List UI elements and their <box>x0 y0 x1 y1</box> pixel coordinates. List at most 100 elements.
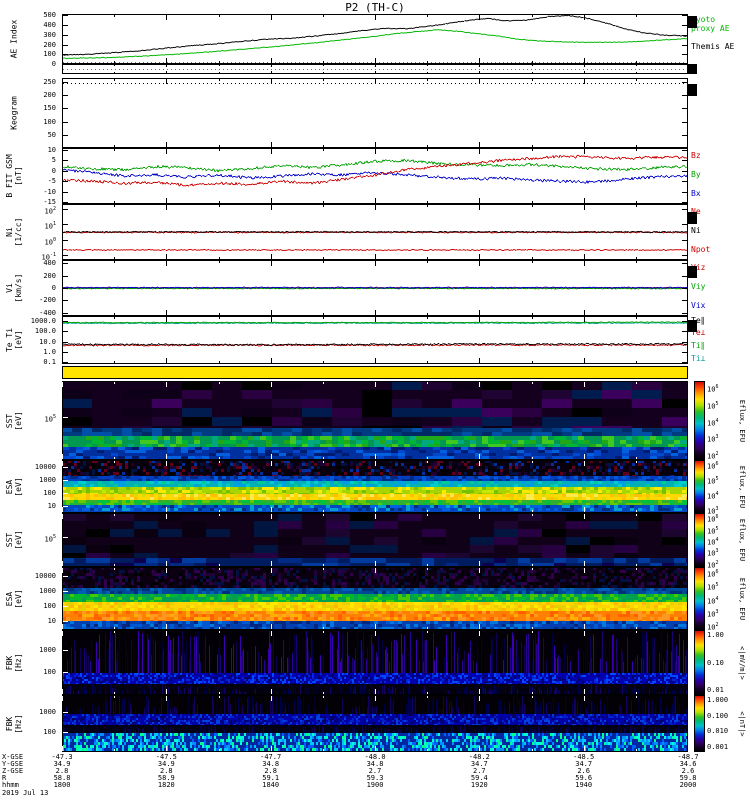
sst-electron-canvas <box>62 513 688 567</box>
fbk-b-cb-tick: 0.100 <box>707 711 729 720</box>
time-tick: 1920 <box>470 781 488 789</box>
ae-canvas <box>62 14 688 64</box>
sst-ion-ytick: 105 <box>44 413 56 423</box>
esa-ion-cb-tick: 106 <box>707 461 719 471</box>
velocity-legend-viy: Viy <box>691 282 706 291</box>
sst-ion-cb-tick: 102 <box>707 450 719 460</box>
bottom-value: -47.5 <box>155 753 177 761</box>
bfit-ytick: 5 <box>51 156 56 165</box>
temperature-ytick: 100.0 <box>34 327 56 336</box>
temperature-ytick: 1000.0 <box>30 316 56 325</box>
velocity-legend-vix: Vix <box>691 301 706 310</box>
sst-ion-cb-tick: 106 <box>707 384 719 394</box>
esa-electron-cb-tick: 104 <box>707 595 719 605</box>
fbk-e-ytick: 100 <box>43 668 56 677</box>
time-tick: 1940 <box>575 781 593 789</box>
bottom-value: 58.8 <box>53 774 71 782</box>
bottom-value: -47.7 <box>260 753 282 761</box>
ae-legend-kyoto: Kyoto <box>691 15 716 24</box>
fbk-b-axis-label: FBK [Hz] <box>5 713 23 734</box>
velocity-canvas <box>62 260 688 316</box>
bfit-ytick: 0 <box>51 166 56 175</box>
density-ytick: 100 <box>44 236 56 247</box>
velocity-ytick: 200 <box>43 271 56 280</box>
esa-electron-cb-tick: 103 <box>707 608 719 619</box>
fbk-e-ytick: 1000 <box>39 645 56 654</box>
sst-electron-axis-label: SST [eV] <box>5 530 23 550</box>
bottom-value: -48.5 <box>573 753 595 761</box>
keogram-ytick: 150 <box>43 104 56 113</box>
temperature-legend-te: Te⊥ <box>691 328 706 337</box>
bottom-value: 34.8 <box>366 760 384 768</box>
fbk-e-cb-tick: 0.01 <box>707 685 724 694</box>
ae-legend-themisae: Themis AE <box>691 42 735 51</box>
temperature-ytick: 1.0 <box>43 348 56 357</box>
esa-electron-ytick: 10000 <box>34 571 56 580</box>
bottom-value: 2.7 <box>473 767 486 775</box>
bottom-value: 59.8 <box>679 774 697 782</box>
bottom-value: 58.9 <box>157 774 175 782</box>
keogram-axis-label: Keogram <box>9 96 19 130</box>
time-tick: 2000 <box>679 781 697 789</box>
density-legend-ni: Ni <box>691 226 701 235</box>
ae-ytick: 300 <box>43 30 56 39</box>
temperature-legend-ti: Ti∥ <box>691 341 705 350</box>
bfit-axis-label: B FIT GSM [nT] <box>5 154 23 198</box>
bottom-value: -48.0 <box>364 753 386 761</box>
esa-ion-ytick: 1000 <box>39 476 56 485</box>
fbk-b-ytick: 100 <box>43 728 56 737</box>
sst-electron-ytick: 105 <box>44 534 56 544</box>
temperature-axis-label: Te Ti [eV] <box>5 327 23 353</box>
bfit-canvas <box>62 148 688 204</box>
esa-electron-ytick: 1000 <box>39 586 56 595</box>
bfit-legend-bz: Bz <box>691 151 701 160</box>
bottom-value: 34.7 <box>575 760 593 768</box>
temperature-ytick: 10.0 <box>39 337 56 346</box>
sst-ion-cb-tick: 105 <box>707 400 719 411</box>
bottom-value: 2.6 <box>681 767 695 775</box>
bottom-row-label-x-gse: X-GSE <box>2 753 24 761</box>
bfit-legend-bx: Bx <box>691 189 701 198</box>
aestrip-canvas <box>62 64 688 74</box>
bottom-value: 59.1 <box>262 774 280 782</box>
sst-ion-colorbar <box>694 381 705 460</box>
bfit-ytick: -10 <box>43 187 56 196</box>
sst-ion-cb-unit: Eflux, EFU <box>738 399 746 442</box>
bottom-row-label-r: R <box>2 774 7 782</box>
time-tick: 1840 <box>262 781 280 789</box>
esa-ion-colorbar <box>694 460 705 513</box>
date-label: 2019 Jul 13 <box>2 789 49 797</box>
sst-ion-canvas <box>62 381 688 460</box>
bottom-value: -47.3 <box>51 753 73 761</box>
esa-electron-cb-unit: Eflux, EFU <box>738 577 746 620</box>
fbk-e-cb-unit: <|mV/m|> <box>738 645 746 680</box>
fbk-e-axis-label: FBK [Hz] <box>5 652 23 673</box>
velocity-ytick: 400 <box>43 259 56 268</box>
keogram-canvas <box>62 78 688 148</box>
bottom-value: 59.6 <box>575 774 593 782</box>
time-tick: 1900 <box>366 781 384 789</box>
temperature-legend-te: Te∥ <box>691 316 705 325</box>
sst-electron-cb-tick: 105 <box>707 525 719 535</box>
esa-electron-cb-tick: 106 <box>707 569 719 579</box>
keogram-ytick: 100 <box>43 117 56 126</box>
esa-ion-axis-label: ESA [eV] <box>5 476 23 497</box>
sst-ion-cb-tick: 104 <box>707 417 719 427</box>
fbk-b-cb-unit: <|nT|> <box>738 710 746 737</box>
time-tick: 1820 <box>157 781 175 789</box>
esa-electron-colorbar <box>694 567 705 630</box>
sst-electron-cb-unit: Eflux, EFU <box>738 518 746 562</box>
density-axis-label: Ni [1/cc] <box>5 217 23 247</box>
ae-legend-proxyae: proxy AE <box>691 24 730 33</box>
bottom-value: 2.8 <box>55 767 69 775</box>
velocity-ytick: -400 <box>39 308 56 317</box>
fbk-b-canvas <box>62 695 688 752</box>
density-ytick: 10-1 <box>41 252 56 262</box>
temperature-ytick: 0.1 <box>43 358 56 367</box>
sst-electron-cb-tick: 106 <box>707 514 719 524</box>
fbk-e-colorbar <box>694 630 705 695</box>
bottom-value: 2.8 <box>160 767 173 775</box>
esa-ion-ytick: 100 <box>43 488 56 497</box>
esa-electron-cb-tick: 102 <box>707 621 719 632</box>
